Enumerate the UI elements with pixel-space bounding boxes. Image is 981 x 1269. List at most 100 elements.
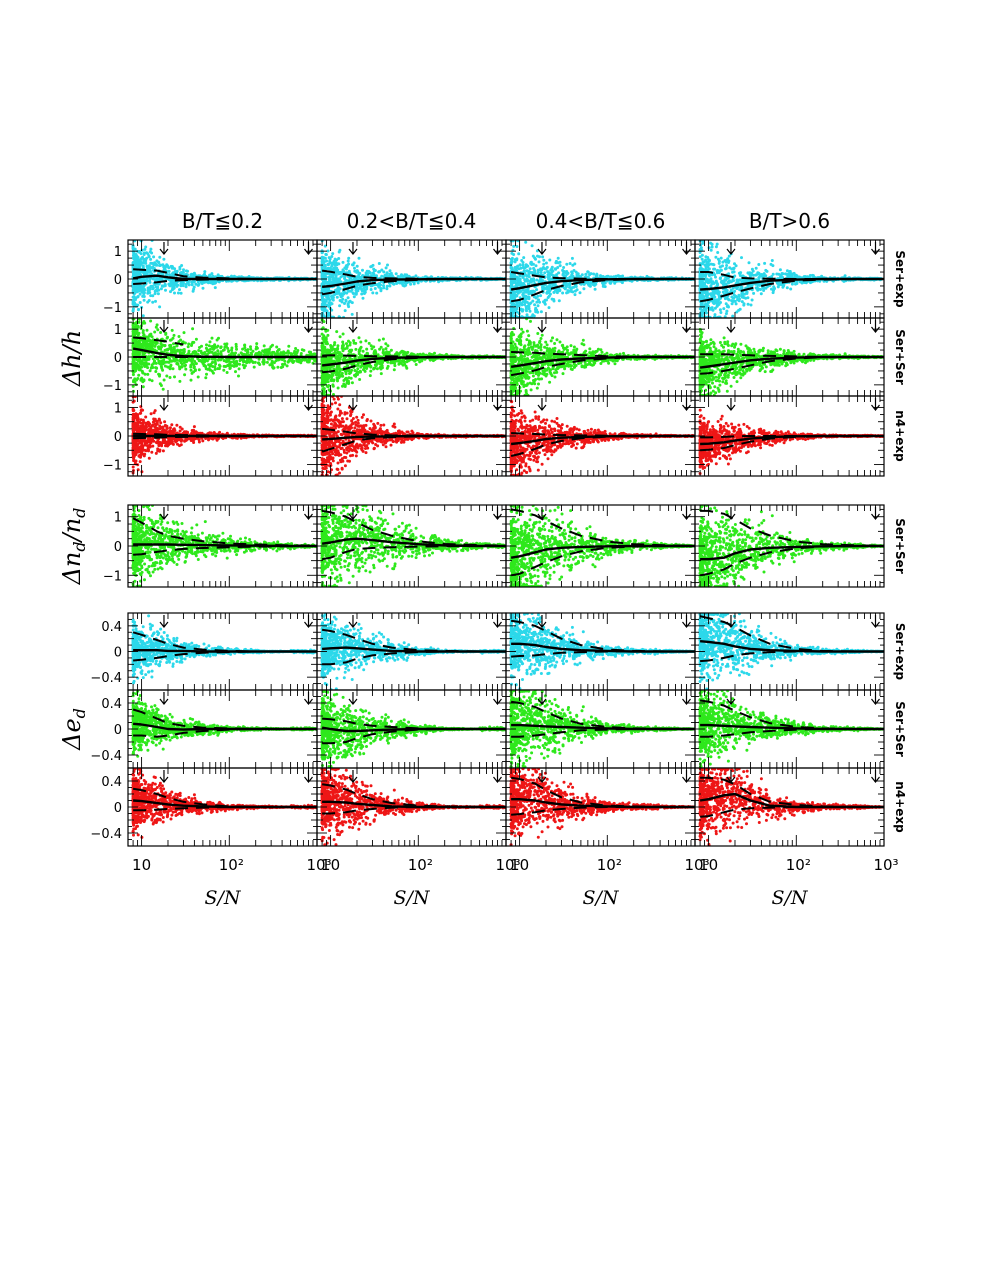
data-point — [535, 288, 539, 292]
data-point — [719, 311, 723, 314]
data-point — [346, 302, 350, 306]
data-point — [510, 256, 514, 260]
data-point — [176, 283, 180, 287]
data-point — [320, 251, 324, 255]
data-point — [512, 310, 516, 313]
data-point — [735, 295, 739, 299]
data-point — [138, 258, 142, 262]
data-point — [521, 261, 525, 264]
data-point — [327, 297, 331, 301]
data-point — [162, 257, 166, 261]
data-point — [347, 289, 351, 293]
data-point — [346, 259, 350, 263]
data-point — [193, 360, 197, 363]
data-point — [176, 362, 180, 366]
data-point — [355, 275, 359, 279]
data-point — [362, 286, 366, 290]
data-point — [520, 302, 524, 306]
data-point — [154, 288, 158, 292]
data-point — [327, 275, 331, 279]
data-point — [157, 261, 161, 265]
data-point — [391, 282, 395, 286]
arrow-marker — [159, 242, 169, 255]
data-point — [324, 275, 328, 279]
data-point — [187, 342, 191, 346]
data-point — [727, 261, 730, 264]
data-point — [232, 274, 236, 278]
data-point — [534, 257, 537, 261]
data-point — [140, 261, 143, 265]
data-point — [714, 255, 718, 259]
data-point — [536, 254, 539, 258]
data-point — [208, 273, 212, 277]
data-point — [809, 281, 812, 285]
data-point — [379, 287, 383, 291]
data-point — [540, 268, 544, 272]
data-point — [382, 270, 386, 274]
data-point — [323, 303, 326, 307]
data-point — [740, 280, 744, 284]
data-point — [347, 305, 351, 309]
data-point — [790, 282, 794, 286]
data-point — [395, 282, 399, 285]
data-point — [322, 287, 326, 291]
data-point — [698, 255, 702, 259]
data-point — [570, 273, 574, 277]
data-point — [134, 286, 138, 290]
data-point — [204, 376, 208, 380]
data-point — [145, 279, 149, 283]
data-point — [320, 272, 324, 275]
data-point — [343, 266, 347, 270]
data-point — [811, 274, 815, 278]
column-title-2: 0.4<B/T≦0.6 — [536, 209, 666, 233]
data-point — [530, 289, 534, 293]
data-point — [553, 267, 557, 271]
data-point — [755, 286, 759, 290]
data-point — [196, 375, 200, 379]
data-point — [334, 275, 338, 279]
data-point — [213, 286, 217, 290]
data-point — [704, 255, 708, 259]
data-point — [716, 303, 720, 307]
data-point — [510, 251, 514, 255]
median-line — [132, 274, 317, 281]
column-titles: B/T≦0.2 0.2<B/T≦0.4 0.4<B/T≦0.6 B/T>0.6 — [182, 209, 830, 233]
ylabel-de: Δed — [58, 708, 89, 751]
data-point — [388, 284, 392, 288]
data-point — [713, 306, 717, 310]
data-point — [785, 286, 789, 290]
data-point — [148, 279, 151, 283]
data-point — [380, 268, 384, 272]
data-point — [143, 247, 147, 251]
data-point — [347, 256, 351, 260]
data-point — [323, 244, 327, 248]
data-point — [541, 255, 545, 259]
data-point — [712, 263, 716, 267]
data-point — [707, 258, 711, 262]
data-point — [192, 280, 196, 284]
data-point — [208, 347, 212, 351]
data-point — [382, 284, 385, 288]
data-point — [527, 275, 531, 279]
data-point — [561, 291, 565, 295]
data-point — [524, 240, 528, 244]
data-point — [158, 264, 161, 267]
data-point — [558, 289, 562, 293]
column-title-3: B/T>0.6 — [749, 209, 830, 233]
data-point — [378, 270, 382, 274]
data-point — [578, 291, 582, 295]
data-point — [414, 274, 418, 278]
data-point — [757, 283, 761, 287]
data-point — [409, 282, 413, 286]
data-point — [210, 272, 214, 276]
data-point — [762, 272, 766, 276]
data-point — [131, 247, 135, 251]
data-point — [194, 282, 198, 286]
data-point — [190, 283, 194, 287]
data-point — [523, 279, 527, 283]
data-point — [331, 275, 335, 279]
data-point — [187, 349, 191, 353]
data-point — [137, 271, 140, 274]
data-point — [740, 292, 744, 296]
data-point — [550, 265, 554, 269]
